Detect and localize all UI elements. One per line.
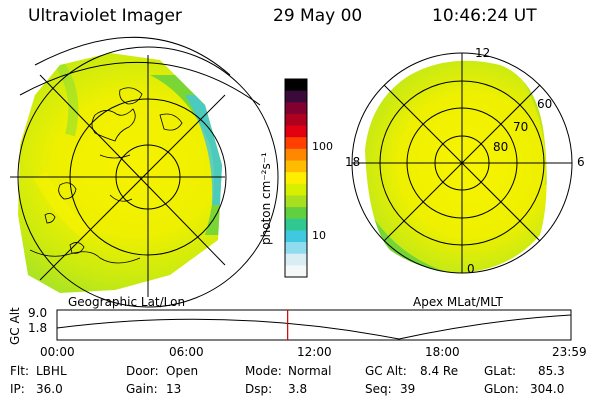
polar-emission-map [365, 60, 547, 273]
status-mode-value: Normal [288, 364, 332, 378]
status-glat-label: GLat: [484, 364, 517, 378]
colorbar-band [285, 253, 307, 266]
colorbar-band [285, 172, 307, 185]
polar-grid [351, 52, 573, 274]
mlt-label-noon: 12 [475, 46, 491, 60]
mlt-label-dusk: 18 [345, 155, 361, 169]
colorbar-band [285, 90, 307, 103]
status-door-label: Door: [126, 364, 159, 378]
status-door-value: Open [166, 364, 199, 378]
colorbar-band [285, 183, 307, 196]
xtick-2359: 23:59 [552, 345, 587, 359]
magnetic-polar-panel [351, 52, 573, 274]
colorbar-band [285, 102, 307, 115]
colorbar [284, 78, 308, 278]
altitude-curve [56, 314, 572, 340]
colorbar-band [285, 125, 307, 138]
colorbar-band [285, 79, 307, 92]
status-ip-label: IP: [10, 382, 25, 396]
status-gcalt-value: 8.4 Re [420, 364, 459, 378]
status-flt-value: LBHL [36, 364, 67, 378]
colorbar-band [285, 242, 307, 255]
coastlines [29, 87, 183, 264]
colorbar-unit-label: photon cm⁻²s⁻¹ [259, 152, 273, 245]
colorbar-band [285, 230, 307, 243]
colorbar-band [285, 148, 307, 162]
mlat-label-80: 80 [493, 140, 509, 154]
status-glon-label: GLon: [484, 382, 519, 396]
colorbar-tick-10: 10 [312, 229, 326, 242]
status-glat-value: 85.3 [538, 364, 565, 378]
altitude-ytick-high: 9.0 [28, 306, 48, 320]
status-dsp-label: Dsp: [245, 382, 273, 396]
mlt-label-midnight: 0 [467, 262, 475, 276]
time-label: 10:46:24 UT [432, 6, 537, 26]
colorbar-tick-100: 100 [312, 140, 333, 153]
status-gain-value: 13 [166, 382, 182, 396]
colorbar-band [285, 113, 307, 127]
mlat-label-70: 70 [513, 120, 529, 134]
mlat-label-60: 60 [537, 97, 553, 111]
geographic-caption: Geographic Lat/Lon [68, 295, 186, 309]
xtick-0000: 00:00 [40, 345, 75, 359]
colorbar-band [285, 160, 307, 173]
xtick-0600: 06:00 [169, 345, 204, 359]
colorbar-band [285, 207, 307, 220]
polar-caption: Apex MLat/MLT [413, 295, 503, 309]
xtick-1200: 12:00 [297, 345, 332, 359]
mlt-label-dawn: 6 [577, 155, 585, 169]
colorbar-band [285, 195, 307, 208]
altitude-ylabel: GC Alt [8, 307, 22, 345]
colorbar-band [285, 137, 307, 150]
status-gcalt-label: GC Alt: [365, 364, 407, 378]
status-seq-label: Seq: [365, 382, 392, 396]
colorbar-band [285, 265, 307, 278]
xtick-1800: 18:00 [425, 345, 460, 359]
date-label: 29 May 00 [273, 6, 363, 26]
status-gain-label: Gain: [126, 382, 158, 396]
status-dsp-value: 3.8 [288, 382, 308, 396]
altitude-ytick-low: 1.8 [28, 321, 48, 335]
altitude-plot [56, 309, 572, 341]
status-flt-label: Flt: [10, 364, 29, 378]
status-mode-label: Mode: [245, 364, 282, 378]
status-glon-value: 304.0 [530, 382, 565, 396]
instrument-title: Ultraviolet Imager [28, 6, 182, 26]
status-seq-value: 39 [400, 382, 416, 396]
status-ip-value: 36.0 [36, 382, 63, 396]
geographic-image-panel [10, 36, 279, 308]
colorbar-band [285, 218, 307, 231]
